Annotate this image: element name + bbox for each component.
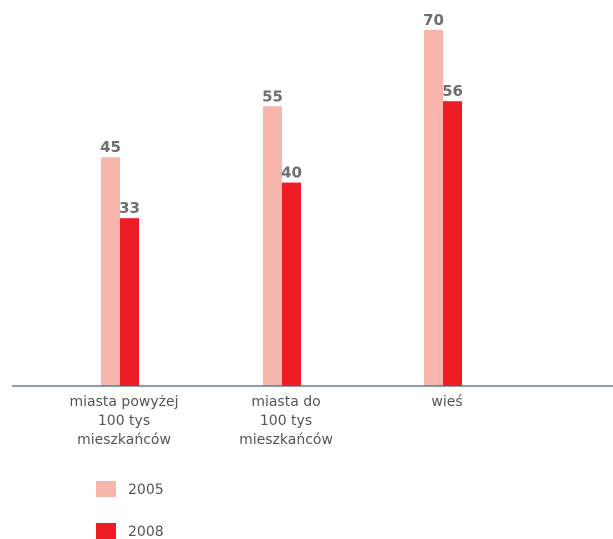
legend-label-2005: 2005 <box>128 482 164 498</box>
category-labels-group: miasta powyżej 100 tys mieszkańców miasta d… <box>70 394 463 448</box>
value-label-2008-cat-1: 40 <box>281 164 302 182</box>
value-label-2005-cat-1: 55 <box>262 87 283 105</box>
bars-group <box>101 30 462 387</box>
category-label-0: miasta powyżej 100 tys mieszkańców <box>70 394 179 448</box>
bar-2005-cat-1 <box>263 106 282 387</box>
bar-2008-cat-2 <box>443 101 462 386</box>
value-label-2008-cat-2: 56 <box>442 82 463 100</box>
legend-label-2008: 2008 <box>128 524 164 539</box>
value-label-2005-cat-2: 70 <box>423 11 444 29</box>
bar-2005-cat-0 <box>101 157 120 386</box>
legend-swatch-2008 <box>96 523 116 539</box>
value-labels-group: 45 33 55 40 70 56 <box>100 11 463 217</box>
bar-2008-cat-0 <box>120 218 139 386</box>
value-label-2005-cat-0: 45 <box>100 138 121 156</box>
legend-swatch-2005 <box>96 481 116 497</box>
legend: 2005 2008 <box>96 481 164 539</box>
bar-2008-cat-1 <box>282 182 301 386</box>
category-label-2: wieś <box>431 394 462 410</box>
bar-2005-cat-2 <box>424 30 443 386</box>
value-label-2008-cat-0: 33 <box>119 199 140 217</box>
category-label-1: miasta do 100 tys mieszkańców <box>239 394 333 448</box>
